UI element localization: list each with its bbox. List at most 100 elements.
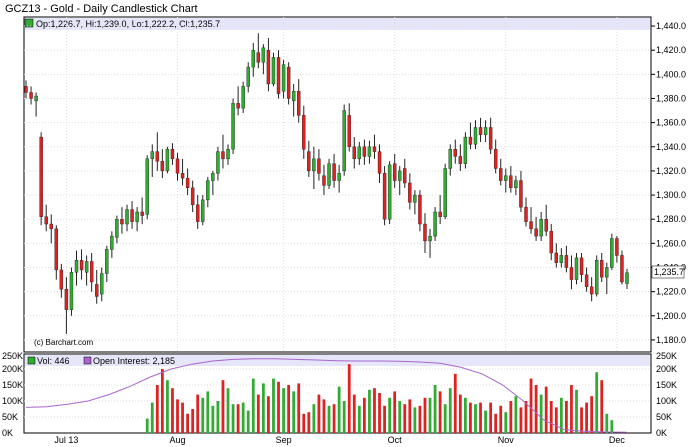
volume-bar [544, 386, 548, 433]
volume-bar [489, 402, 493, 433]
volume-bar [453, 373, 457, 433]
last-price-label: 1,235.7 [654, 267, 684, 277]
volume-bar [226, 388, 230, 433]
candle-down [438, 211, 442, 217]
candle-down [549, 231, 553, 254]
volume-bar [539, 394, 543, 433]
volume-bar [160, 369, 164, 433]
volume-bar [347, 364, 351, 433]
volume-bar [605, 413, 609, 433]
candle-up [34, 95, 38, 102]
volume-tick-label-right: 250K [656, 351, 677, 361]
candle-down [347, 115, 351, 147]
candle-up [251, 49, 255, 68]
volume-bar [231, 404, 235, 433]
volume-legend: Vol: 446 [37, 356, 70, 366]
volume-bar [206, 391, 210, 433]
price-gridlines [24, 17, 651, 433]
candle-down [488, 127, 493, 150]
volume-bar [327, 405, 331, 433]
volume-bar [307, 412, 311, 433]
volume-bar [368, 389, 371, 433]
candle-down [620, 255, 624, 283]
volume-tick-label-right: 50K [656, 412, 672, 422]
x-tick-label: Sep [276, 435, 292, 445]
volume-bar [504, 412, 508, 433]
candle-up [342, 110, 346, 172]
candle-down [54, 228, 59, 271]
volume-bar [287, 385, 291, 433]
candle-up [211, 173, 215, 181]
volume-tick-label-right: 150K [656, 380, 677, 390]
candle-down [322, 175, 326, 186]
volume-bar [332, 404, 336, 433]
volume-bar [378, 393, 381, 433]
candle-down [307, 151, 311, 172]
candle-down [418, 194, 422, 225]
volume-bar [221, 380, 225, 433]
candle-up [605, 267, 609, 278]
candle-down [170, 148, 175, 160]
open-interest-line [25, 358, 628, 433]
price-tick-label: 1,340.0 [656, 142, 686, 152]
candle-down [478, 127, 483, 135]
candle-up [337, 173, 341, 181]
x-tick-label: Jul 13 [54, 435, 78, 445]
candle-down [392, 163, 397, 181]
candle-up [206, 180, 210, 201]
candle-down [221, 151, 225, 160]
candle-up [246, 66, 250, 87]
volume-bar [256, 394, 260, 433]
price-tick-label: 1,280.0 [656, 214, 686, 224]
candle-down [180, 173, 185, 179]
volume-bar [317, 394, 321, 433]
candle-down [493, 148, 498, 169]
volume-bar [610, 420, 614, 433]
candle-up [261, 47, 266, 63]
candle-down [403, 168, 407, 184]
price-tick-label: 1,180.0 [656, 335, 686, 345]
candle-down [236, 103, 240, 109]
volume-bar [181, 402, 184, 433]
volume-bar [150, 402, 154, 433]
candle-down [302, 115, 306, 150]
candle-down [382, 173, 387, 220]
candle-up [625, 272, 629, 284]
candle-down [286, 66, 291, 99]
candle-up [594, 260, 599, 295]
volume-bar [418, 405, 422, 433]
volume-bar [393, 391, 397, 433]
candle-down [615, 238, 619, 256]
candle-down [352, 146, 356, 160]
volume-tick-label-right: 0K [656, 428, 667, 438]
candle-down [256, 52, 261, 63]
candle-down [94, 284, 99, 297]
price-tick-label: 1,380.0 [656, 93, 686, 103]
candlestick-series [24, 33, 629, 334]
candle-up [281, 64, 286, 92]
candle-down [44, 216, 48, 225]
volume-bar [428, 397, 432, 433]
volume-bar [171, 388, 174, 433]
volume-bar [479, 402, 482, 433]
volume-bar [236, 404, 240, 433]
volume-bar [357, 405, 361, 433]
candle-down [408, 182, 412, 203]
volume-bar [443, 404, 447, 433]
candle-up [448, 148, 452, 169]
candle-down [276, 57, 281, 94]
candle-up [145, 158, 149, 215]
candle-up [115, 218, 119, 238]
volume-bar [246, 410, 250, 433]
x-tick-label: Dec [609, 435, 626, 445]
candle-down [377, 151, 382, 174]
candle-up [327, 163, 331, 186]
volume-bar [337, 386, 341, 433]
price-y-axis: 1,180.01,200.01,220.01,240.01,260.01,280… [651, 21, 686, 345]
candle-up [165, 148, 170, 172]
volume-bar [524, 401, 528, 433]
volume-bar [519, 407, 523, 433]
volume-bar [272, 378, 275, 433]
volume-bar [186, 413, 190, 433]
